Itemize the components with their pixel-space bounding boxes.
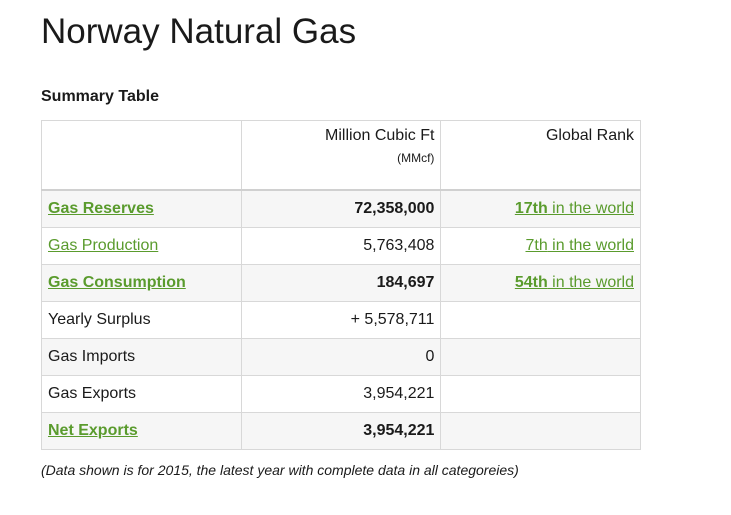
table-row: Gas Production 5,763,408 7th in the worl… (41, 227, 641, 265)
header-unit: (MMcf) (397, 151, 435, 165)
gas-production-link[interactable]: Gas Production (48, 237, 159, 254)
row-label: Yearly Surplus (41, 301, 242, 339)
header-label: Million Cubic Ft (325, 127, 435, 144)
table-row: Gas Imports 0 (41, 338, 641, 376)
row-label-cell: Gas Consumption (41, 264, 242, 302)
rank-text: in the world (547, 237, 634, 254)
net-exports-link[interactable]: Net Exports (48, 422, 138, 439)
table-row: Gas Consumption 184,697 54th in the worl… (41, 264, 641, 302)
rank-text: in the world (547, 274, 634, 291)
gas-consumption-rank-link[interactable]: 54th in the world (515, 274, 634, 291)
gas-production-rank-link[interactable]: 7th in the world (525, 237, 634, 254)
summary-table: Million Cubic Ft (MMcf) Global Rank Gas … (41, 120, 641, 450)
data-note: (Data shown is for 2015, the latest year… (41, 462, 519, 478)
gas-consumption-link[interactable]: Gas Consumption (48, 274, 186, 291)
row-label: Gas Imports (41, 338, 242, 376)
row-rank-empty (440, 338, 641, 376)
row-label-cell: Gas Production (41, 227, 242, 265)
table-row: Gas Reserves 72,358,000 17th in the worl… (41, 189, 641, 228)
gas-reserves-rank-link[interactable]: 17th in the world (515, 200, 634, 217)
row-rank-cell: 54th in the world (440, 264, 641, 302)
header-million-cubic-ft: Million Cubic Ft (MMcf) (240, 120, 442, 191)
rank-number: 54th (514, 274, 548, 291)
table-row: Yearly Surplus + 5,578,711 (41, 301, 641, 339)
row-rank-cell: 7th in the world (440, 227, 641, 265)
section-heading: Summary Table (41, 88, 159, 105)
header-global-rank: Global Rank (440, 120, 641, 191)
row-label: Gas Exports (41, 375, 242, 413)
row-label-cell: Gas Reserves (41, 189, 242, 228)
table-row: Net Exports 3,954,221 (41, 412, 641, 450)
row-value: 184,697 (240, 264, 442, 302)
row-rank-empty (440, 301, 641, 339)
table-row: Gas Exports 3,954,221 (41, 375, 641, 413)
rank-number: 17th (514, 200, 548, 217)
row-value: 72,358,000 (240, 189, 442, 228)
rank-number: 7th (525, 237, 548, 254)
row-rank-cell: 17th in the world (440, 189, 641, 228)
table-header-row: Million Cubic Ft (MMcf) Global Rank (41, 120, 641, 191)
row-rank-empty (440, 412, 641, 450)
gas-reserves-link[interactable]: Gas Reserves (48, 200, 154, 217)
row-label-cell: Net Exports (41, 412, 242, 450)
page-title: Norway Natural Gas (41, 12, 357, 51)
row-rank-empty (440, 375, 641, 413)
header-empty-cell (41, 120, 242, 191)
row-value: 3,954,221 (240, 412, 442, 450)
rank-text: in the world (547, 200, 634, 217)
row-value: 3,954,221 (240, 375, 442, 413)
row-value: 0 (240, 338, 442, 376)
row-value: 5,763,408 (240, 227, 442, 265)
row-value: + 5,578,711 (240, 301, 442, 339)
